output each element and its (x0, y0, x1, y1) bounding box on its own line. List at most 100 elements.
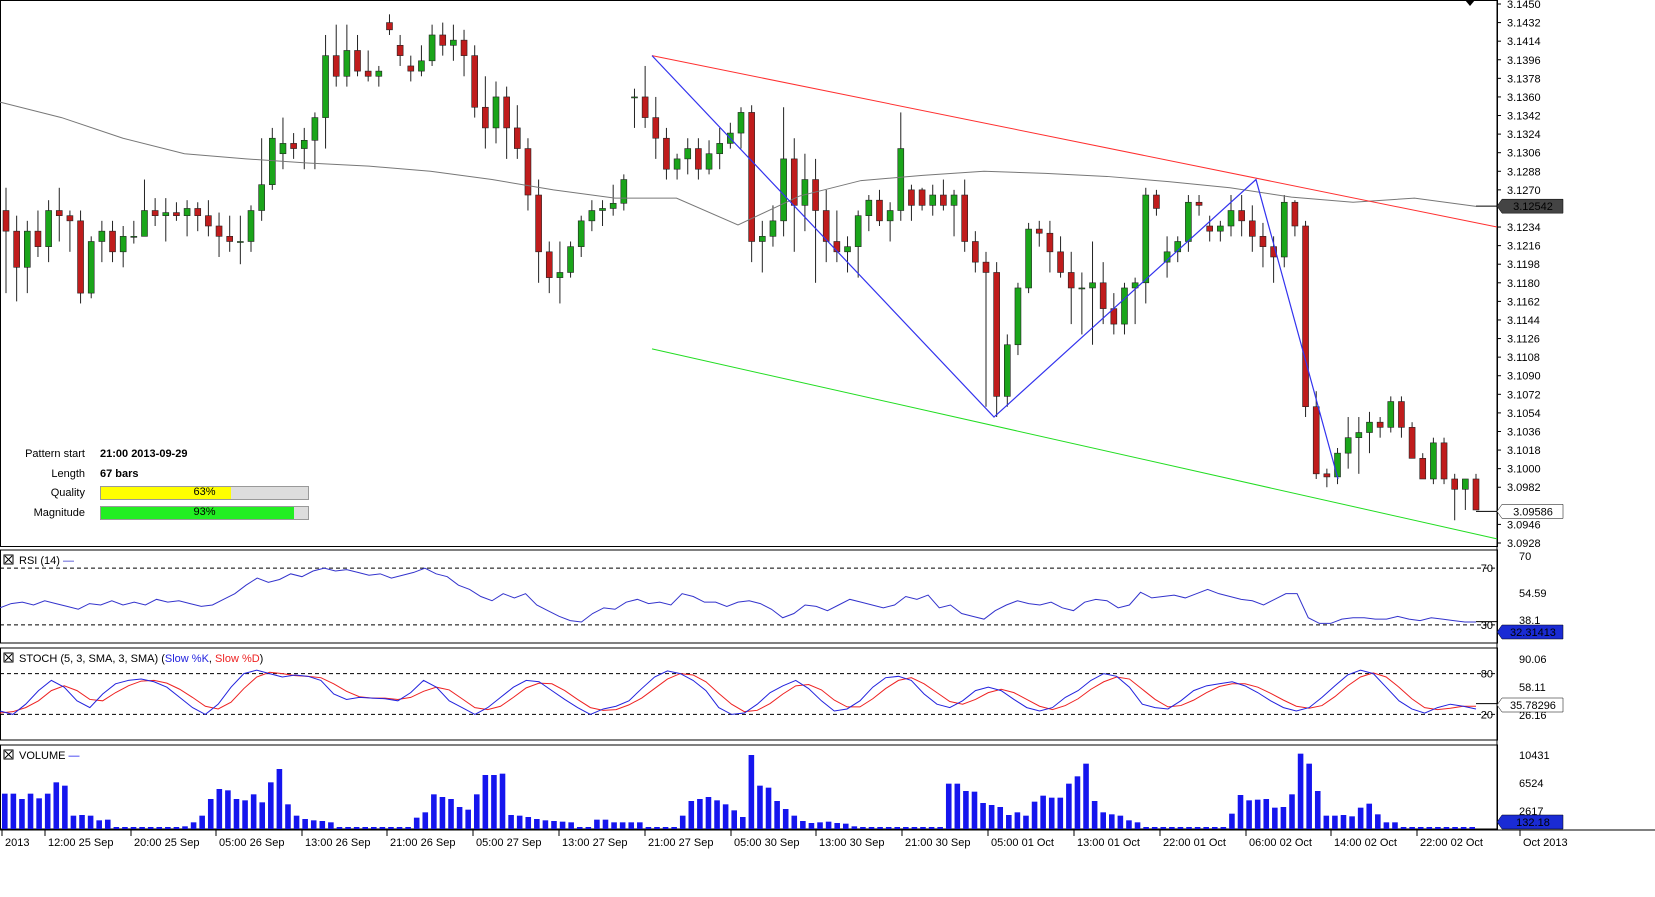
length-value: 67 bars (100, 468, 139, 480)
volume-bar (371, 827, 377, 829)
volume-bar (1160, 827, 1167, 829)
candle (1174, 236, 1182, 263)
rsi-level-label: 30 (1481, 620, 1493, 632)
candle (109, 220, 116, 263)
volume-bar (1417, 827, 1424, 829)
volume-bar (988, 805, 995, 829)
stoch-panel: 80 20 90.06 58.11 26.16 STOCH (5, 3, SMA, 3, … (0, 647, 1564, 741)
volume-bar (233, 799, 240, 829)
volume-bar (637, 822, 643, 829)
volume-bar (199, 815, 205, 829)
rsi-tick-label: 54.59 (1519, 588, 1547, 600)
candle (460, 29, 468, 77)
time-tick-label: 21:00 27 Sep (648, 837, 713, 849)
candle (492, 81, 500, 144)
volume-bar (1306, 763, 1312, 829)
candle (1387, 396, 1395, 433)
volume-bar (860, 827, 866, 829)
candle (769, 205, 777, 247)
candle (663, 127, 670, 180)
candle (1249, 205, 1256, 252)
candle (631, 88, 638, 128)
candle (908, 184, 915, 221)
candle (439, 22, 447, 56)
volume-bar (619, 822, 626, 829)
volume-bar (1349, 816, 1355, 829)
candle (87, 236, 95, 299)
price-tick-label: 3.1216 (1507, 241, 1541, 253)
candle (428, 24, 436, 66)
volume-bar (10, 793, 17, 829)
volume-bar (431, 794, 437, 829)
candle (961, 179, 968, 252)
candle (940, 179, 947, 211)
volume-bar (1151, 827, 1158, 829)
time-tick-label: 12:00 25 Sep (48, 837, 113, 849)
volume-bar (165, 827, 171, 829)
volume-bar (980, 803, 986, 829)
volume-bar (885, 827, 892, 829)
volume-bar (774, 801, 780, 829)
volume-bar (448, 799, 454, 829)
candle (567, 241, 574, 278)
candle (588, 200, 596, 232)
volume-bar (1357, 807, 1364, 829)
volume-bar (242, 800, 248, 829)
candle (396, 34, 404, 66)
candle (1430, 437, 1437, 485)
volume-bar (516, 815, 523, 829)
candle (599, 200, 606, 227)
candle (418, 45, 425, 77)
price-tick-label: 3.1306 (1507, 148, 1541, 160)
candle (375, 65, 383, 87)
candle (205, 200, 212, 237)
candle (1291, 200, 1299, 237)
candle (1004, 334, 1011, 407)
time-tick-label: 21:00 30 Sep (905, 837, 970, 849)
volume-bar (1186, 827, 1192, 829)
volume-bar (1289, 794, 1295, 829)
volume-bar (104, 819, 111, 829)
candle (609, 184, 617, 216)
candle (1163, 236, 1171, 278)
candle (354, 34, 361, 77)
volume-bar (130, 827, 137, 829)
candle (183, 200, 191, 237)
candle (1067, 251, 1075, 325)
volume-bar (714, 800, 720, 829)
volume-bar (482, 775, 489, 829)
volume-bar (911, 827, 918, 829)
volume-bar (1014, 812, 1021, 829)
volume-bar (782, 809, 789, 829)
time-tick-label: 05:00 26 Sep (219, 837, 284, 849)
pattern-start-value: 21:00 2013-09-29 (100, 448, 188, 460)
volume-bar (1280, 807, 1287, 829)
volume-bar (345, 827, 351, 829)
stoch-current-tag: 35.78296 (1510, 700, 1556, 712)
candle (364, 50, 372, 82)
candle (482, 76, 489, 149)
candle (620, 174, 628, 211)
volume-bar (113, 827, 120, 829)
volume-bar (1237, 795, 1244, 829)
rsi-panel: 70 30 70 54.59 38.1 RSI (14) — 32.31413 (0, 549, 1564, 644)
time-tick-label: 05:00 01 Oct (991, 837, 1054, 849)
volume-bar (413, 817, 420, 829)
volume-bar (139, 827, 145, 829)
candle (343, 24, 351, 87)
candle (1046, 220, 1054, 273)
candle (1302, 220, 1309, 418)
rsi-frame (0, 549, 1498, 644)
candle (1131, 277, 1139, 325)
volume-bar (1134, 822, 1141, 829)
time-tick-label: 2013 (5, 837, 29, 849)
candle (1462, 478, 1469, 510)
upper-channel-line (651, 55, 1498, 228)
volume-bar (963, 791, 969, 829)
time-tick-label: 22:00 01 Oct (1163, 837, 1226, 849)
volume-bar (302, 819, 308, 829)
scroll-marker-icon[interactable] (1465, 0, 1475, 6)
time-tick-label: 13:00 26 Sep (305, 837, 370, 849)
volume-bar (53, 782, 60, 829)
